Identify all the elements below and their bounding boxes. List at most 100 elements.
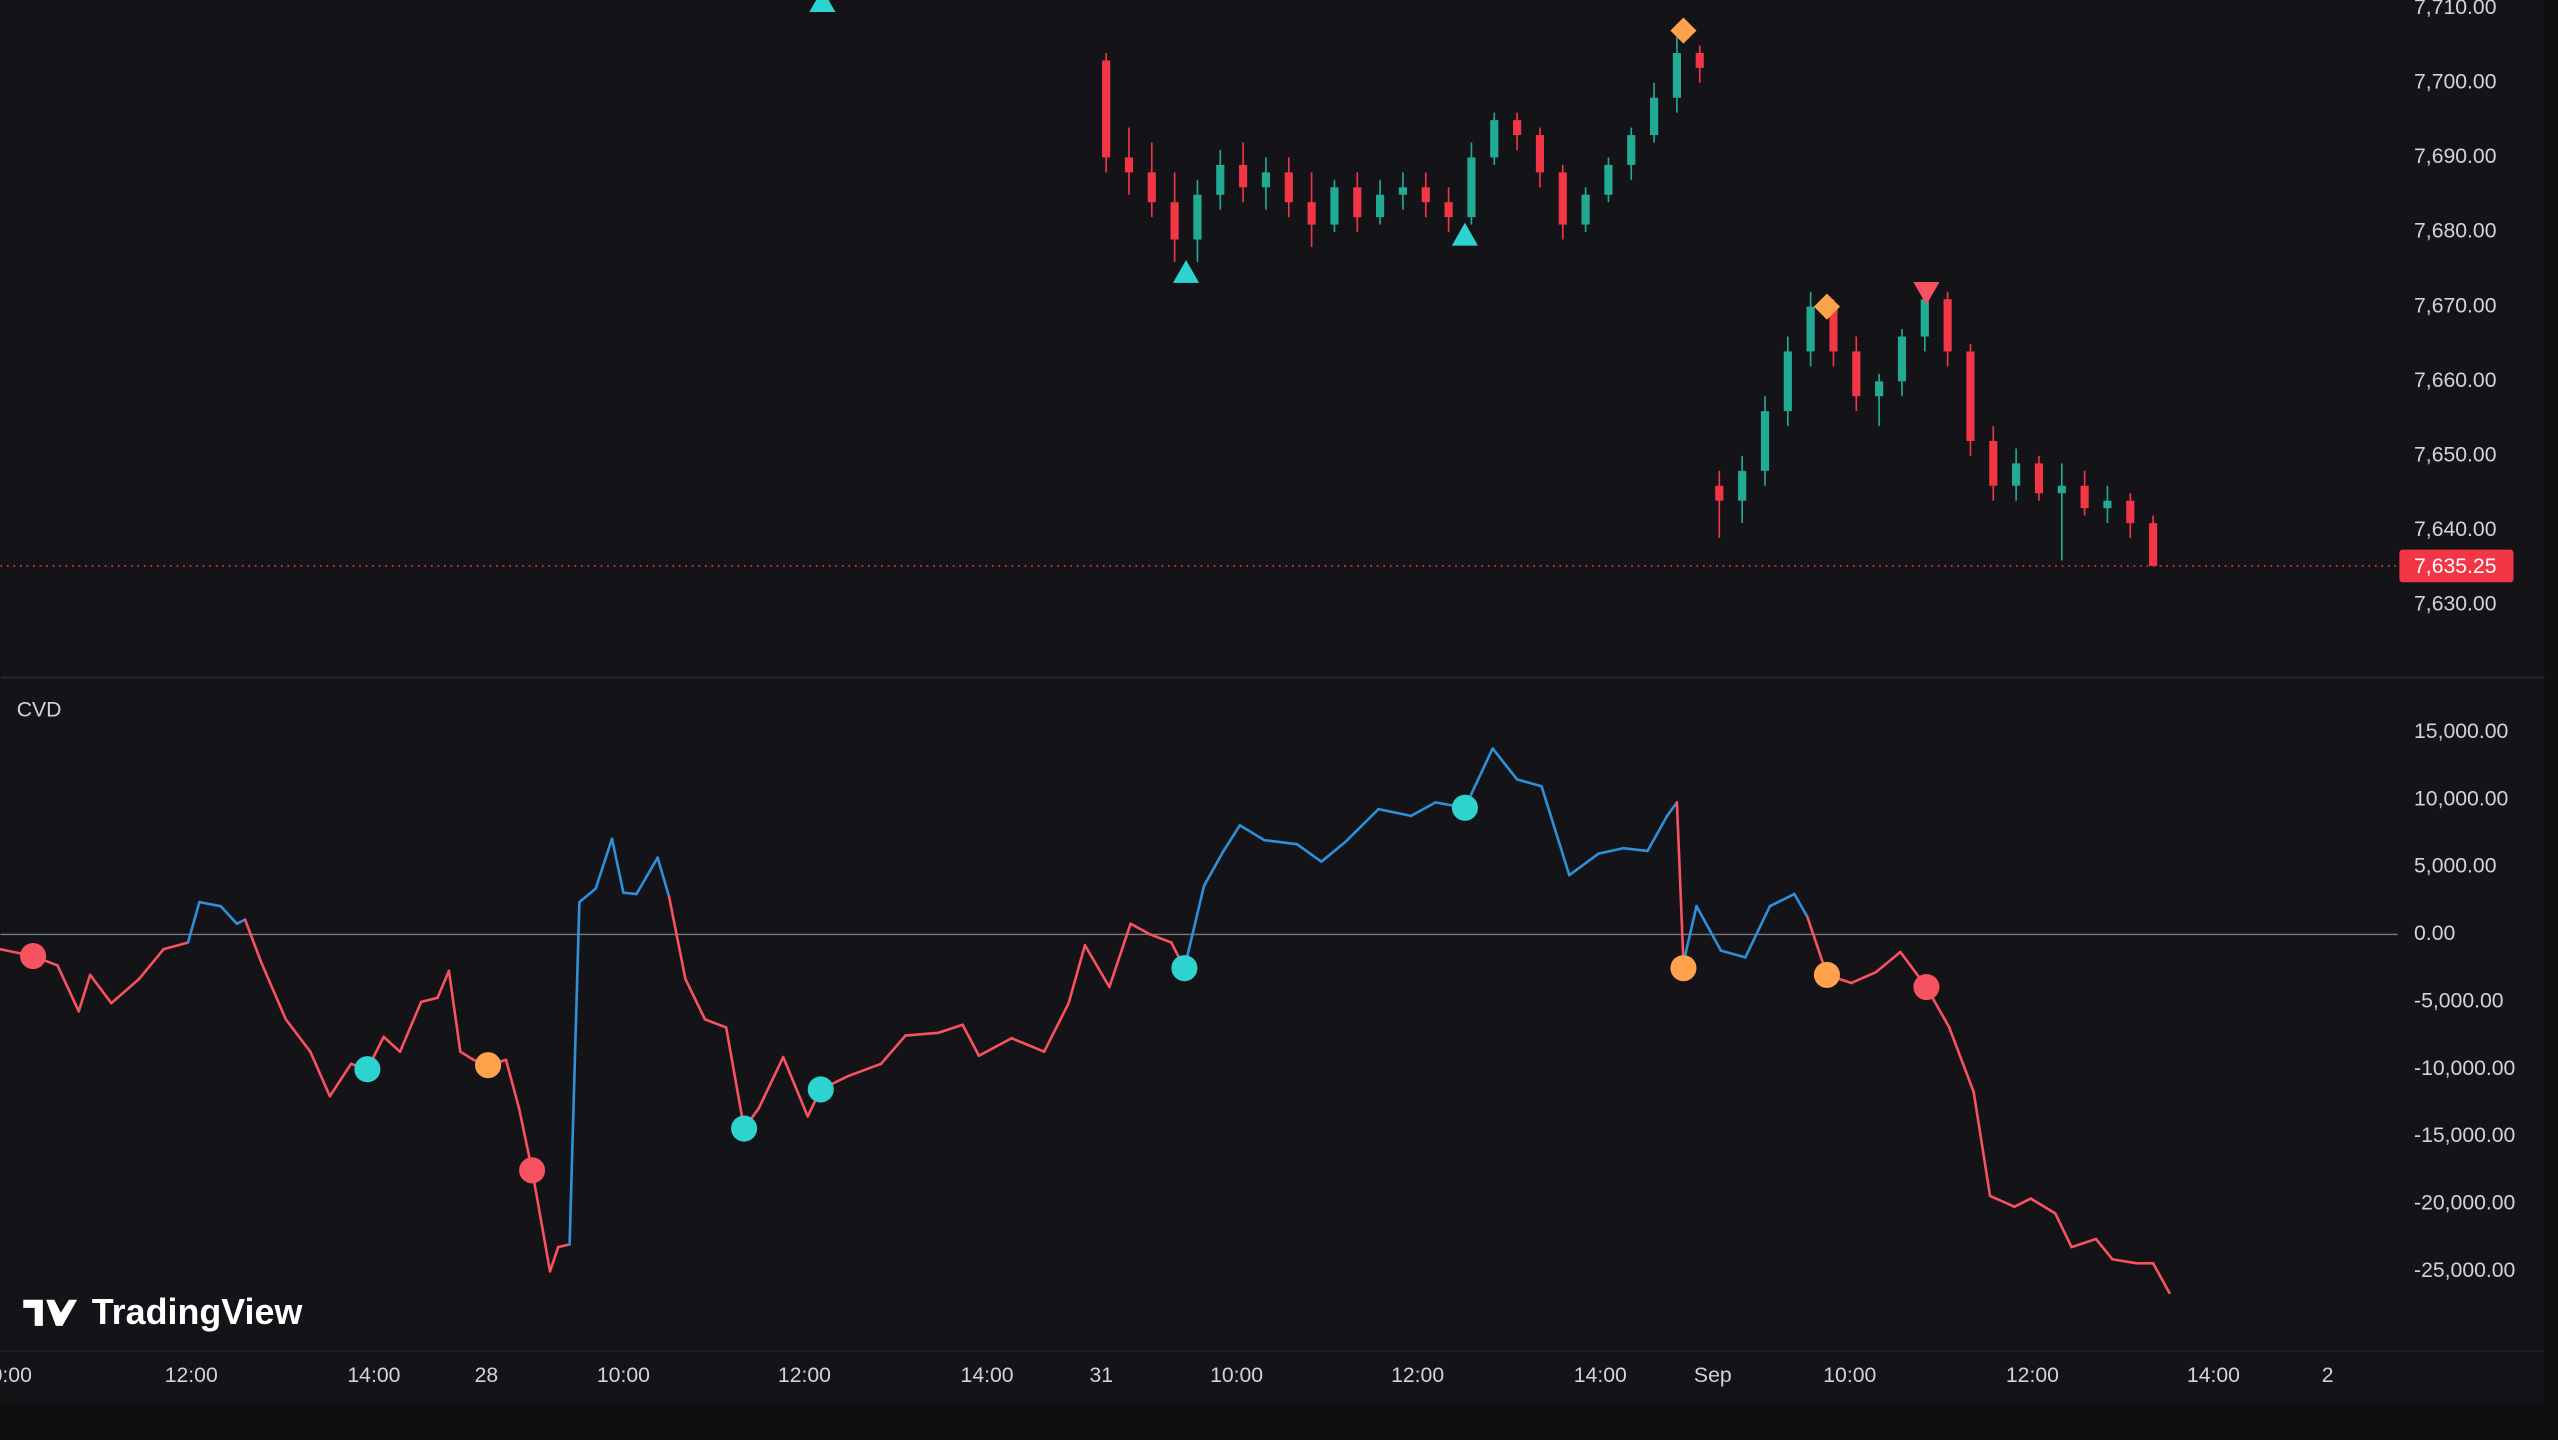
cvd-segment [1597,846,1625,855]
candle-body [1307,202,1316,225]
cvd-segment [1682,904,1698,965]
cvd-segment [1988,1194,2016,1208]
candle-body [1852,351,1861,397]
cvd-segment [2013,1197,2033,1208]
cvd-segment [2029,1197,2057,1215]
cvd-segment [88,973,113,1005]
cvd-segment [684,977,707,1021]
logo-icon [23,1299,78,1326]
cvd-segment [1042,1001,1070,1054]
x-tick-label: 14:00 [1574,1364,1627,1387]
pane-title: CVD [17,699,62,722]
candle-body [1581,194,1590,225]
cvd-segment [308,1050,332,1098]
x-tick-label: 14:00 [2187,1364,2240,1387]
cvd-segment [2070,1237,2098,1249]
candle-body [1715,485,1724,501]
candle-body [1627,135,1636,165]
y-tick-label: 7,670.00 [2414,294,2496,317]
cvd-segment [459,1050,475,1062]
signal-marker [1172,260,1200,283]
signal-dot [475,1052,502,1079]
candle-body [1672,52,1681,98]
y-tick-label: 7,710.00 [2414,0,2496,19]
signal-marker [809,0,836,13]
x-tick-label: 10:00 [1210,1364,1263,1387]
candle-body [2012,463,2021,486]
candle-body [1147,172,1156,203]
x-tick-label: 10:00 [1823,1364,1876,1387]
candle-body [1920,299,1929,337]
candle-body [1490,120,1499,158]
candle-body [1897,336,1907,382]
signal-dot [1171,955,1198,982]
cvd-segment [1515,778,1543,788]
cvd-segment [1768,892,1796,908]
cvd-segment [1108,922,1132,989]
cvd-segment [656,856,671,899]
signal-dot [807,1076,834,1103]
candle-body [2126,500,2135,524]
cvd-segment [936,1023,964,1035]
candle-body [1467,157,1476,218]
candle-body [1943,299,1952,352]
cvd-segment [186,900,201,944]
cvd-segment [1972,1090,1992,1198]
candle-body [2103,500,2112,509]
cvd-segment [504,1058,521,1110]
cvd-segment [1409,801,1437,818]
cvd-segment [1540,784,1571,877]
y-tick-label: 0.00 [2414,922,2455,945]
x-tick-label: 12:00 [1391,1364,1444,1387]
cvd-segment [1621,846,1649,853]
cvd-segment [77,973,92,1013]
cvd-segment [1646,814,1669,853]
candle-body [1330,187,1339,225]
y-tick-label: 7,640.00 [2414,518,2496,541]
candle-body [2034,463,2044,494]
candle-body [2149,523,2158,566]
cvd-segment [635,856,659,896]
y-tick-label: -5,000.00 [2414,989,2504,1012]
signal-dot [20,942,47,970]
cvd-segment [578,887,597,904]
cvd-segment [781,1055,810,1118]
cvd-segment [2111,1257,2139,1265]
candle-body [1376,194,1385,218]
cvd-segment [1675,801,1685,965]
cvd-segment [284,1018,312,1054]
candle-body [1806,306,1815,352]
candle-body [1239,164,1248,188]
y-tick-label: -15,000.00 [2414,1124,2515,1147]
cvd-segment [904,1031,940,1037]
cvd-segment [162,941,190,951]
cvd-segment [1263,838,1299,846]
x-tick-label: 28 [475,1364,499,1387]
y-tick-label: 15,000.00 [2414,720,2508,743]
y-tick-label: 10,000.00 [2414,787,2508,810]
x-tick-label: 12:00 [778,1364,831,1387]
cvd-segment [2151,1261,2171,1295]
cvd-segment [879,1034,907,1066]
signal-dot [354,1056,381,1083]
x-tick-label: 10:00 [597,1364,650,1387]
candle-body [1398,187,1408,195]
cvd-segment [1238,823,1266,842]
candle-body [1604,164,1613,195]
cvd-segment [667,895,687,981]
cvd-segment [1567,852,1600,877]
signal-dot [1670,955,1697,982]
cvd-segment [757,1055,785,1110]
candle-body [1760,411,1770,471]
cvd-segment [436,969,451,1000]
cvd-segment [1129,922,1152,936]
plot: 7,630.00 7,640.00 7,650.00 7,660.00 7,670.00… [0,0,2515,1387]
cvd-segment [243,918,263,965]
cvd-segment [1183,884,1206,970]
cvd-segment [622,891,638,896]
candle-body [1421,187,1430,203]
cvd-segment [847,1062,883,1078]
cvd-segment [137,947,165,981]
candle-body [1170,202,1179,240]
candle-body [1102,60,1111,158]
